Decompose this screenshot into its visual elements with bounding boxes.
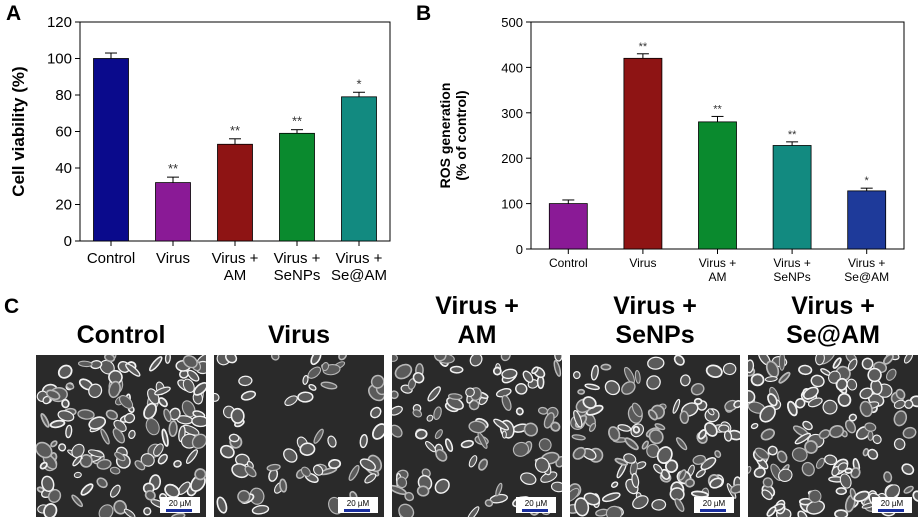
scale-bar-label: 20 µM: [881, 499, 904, 508]
panel-label-a: A: [6, 2, 22, 25]
y-tick-label: 200: [501, 151, 523, 166]
y-axis-label: ROS generation: [437, 83, 453, 189]
x-tick-label: Virus + AM: [212, 250, 259, 284]
y-tick-label: 120: [47, 14, 72, 31]
scale-bar: [700, 509, 726, 512]
y-axis-label: Cell viability (%): [9, 66, 28, 196]
bar: [155, 182, 191, 242]
y-tick-label: 20: [55, 197, 72, 214]
micrograph-title: Virus + SeNPs: [613, 292, 697, 349]
panel-label-b: B: [416, 2, 432, 25]
panel-label-c: C: [4, 295, 20, 318]
x-tick-label: Virus + SeNPs: [773, 256, 810, 284]
scale-bar: [522, 509, 548, 512]
chart-b-ros-generation: 0 100 200 300 400 500 ROS generation (% of cont…: [437, 15, 905, 284]
y-tick-label: 0: [64, 233, 72, 250]
y-tick-label: 300: [501, 106, 523, 121]
micrograph-image: 20 µM: [214, 355, 384, 517]
bar: [279, 132, 315, 242]
bar: [341, 96, 377, 242]
x-tick-label: Virus + AM: [699, 256, 736, 284]
bar: [548, 203, 588, 250]
scale-bar-label: 20 µM: [347, 499, 370, 508]
bar: [623, 57, 663, 250]
x-tick-label: Virus: [156, 250, 190, 267]
chart-a-cell-viability: 0 20 40 60 80 100 120 Cell viability (%) Control…: [9, 14, 391, 284]
y-tick-label: 80: [55, 87, 72, 104]
x-tick-label: Control: [549, 256, 588, 270]
y-tick-label: 500: [501, 15, 523, 30]
x-tick-label: Control: [87, 250, 135, 267]
micrograph-title: Control: [76, 321, 166, 349]
y-tick-label: 60: [55, 124, 72, 141]
micrograph-image: 20 µM: [570, 355, 740, 517]
scale-bar: [166, 509, 192, 512]
x-tick-label: Virus + Se@AM: [844, 256, 889, 284]
y-tick-label: 100: [501, 197, 523, 212]
y-tick-label: 40: [55, 160, 72, 177]
scale-bar-label: 20 µM: [169, 499, 192, 508]
scale-bar-label: 20 µM: [525, 499, 548, 508]
bar: [847, 190, 887, 250]
micrograph-image: 20 µM: [748, 355, 918, 517]
significance-mark: *: [865, 175, 870, 187]
micrograph-image: 20 µM: [392, 355, 562, 517]
scale-bar: [344, 509, 370, 512]
micrograph-title: Virus: [267, 321, 331, 349]
scale-bar: [878, 509, 904, 512]
scale-bar-label: 20 µM: [703, 499, 726, 508]
y-tick-label: 0: [516, 242, 523, 257]
significance-mark: **: [230, 123, 240, 138]
y-axis-label: (% of control): [453, 90, 469, 180]
x-tick-label: Virus: [629, 256, 656, 270]
x-tick-label: Virus + SeNPs: [274, 250, 321, 284]
bar: [93, 58, 129, 242]
significance-mark: **: [713, 103, 722, 115]
micrograph-title: Virus + Se@AM: [786, 292, 880, 349]
x-tick-label: Virus + Se@AM: [331, 250, 387, 284]
significance-mark: **: [168, 161, 178, 176]
significance-mark: **: [639, 41, 648, 53]
bar: [698, 121, 737, 250]
y-tick-label: 100: [47, 51, 72, 68]
bar: [772, 145, 812, 250]
micrograph-image: 20 µM: [36, 355, 206, 517]
bar: [217, 143, 253, 242]
y-tick-label: 400: [501, 60, 523, 75]
significance-mark: **: [788, 129, 797, 141]
micrograph-title: Virus + AM: [435, 292, 519, 349]
significance-mark: **: [292, 114, 302, 129]
significance-mark: *: [356, 76, 361, 91]
